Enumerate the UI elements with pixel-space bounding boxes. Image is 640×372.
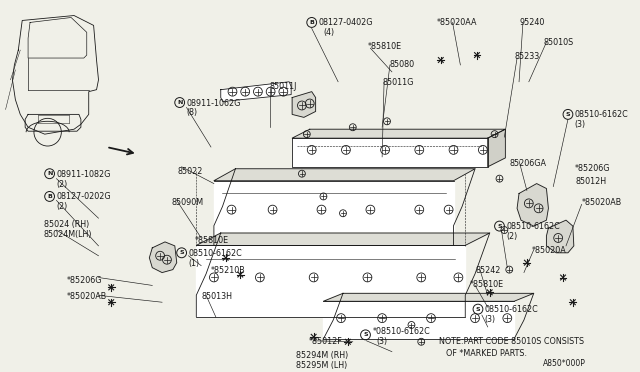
- Text: 85011G: 85011G: [382, 78, 413, 87]
- Text: 85022: 85022: [178, 167, 203, 176]
- Text: 85206GA: 85206GA: [509, 159, 547, 168]
- Text: *85020A: *85020A: [532, 246, 566, 255]
- Text: (4): (4): [323, 28, 335, 37]
- Text: (3): (3): [485, 315, 496, 324]
- Text: 85090M: 85090M: [172, 198, 204, 208]
- Text: S: S: [497, 224, 502, 229]
- Polygon shape: [196, 246, 465, 317]
- Text: 85233: 85233: [514, 52, 540, 61]
- Polygon shape: [292, 92, 316, 117]
- Text: *85810E: *85810E: [195, 236, 228, 245]
- Text: *85020AB: *85020AB: [582, 198, 622, 208]
- Text: 95240: 95240: [519, 19, 545, 28]
- Polygon shape: [149, 242, 177, 273]
- Text: N: N: [177, 100, 182, 105]
- Text: *85210B: *85210B: [211, 266, 246, 275]
- Text: 85013H: 85013H: [201, 292, 232, 301]
- Polygon shape: [221, 82, 291, 102]
- Text: *85020AB: *85020AB: [67, 292, 108, 301]
- Polygon shape: [292, 138, 488, 167]
- Text: (2): (2): [56, 202, 68, 211]
- Text: 08510-6162C: 08510-6162C: [188, 249, 242, 258]
- Polygon shape: [517, 184, 548, 226]
- Text: *85810E: *85810E: [470, 280, 504, 289]
- Text: 85024 (RH): 85024 (RH): [44, 220, 89, 229]
- Text: 08127-0402G: 08127-0402G: [319, 19, 373, 28]
- Text: 85012H: 85012H: [576, 177, 607, 186]
- Polygon shape: [323, 301, 514, 339]
- Text: *85012F: *85012F: [308, 337, 342, 346]
- Text: 85295M (LH): 85295M (LH): [296, 360, 348, 369]
- Text: *08510-6162C: *08510-6162C: [372, 327, 430, 336]
- Text: OF *MARKED PARTS.: OF *MARKED PARTS.: [445, 349, 527, 358]
- Text: (1): (1): [188, 259, 200, 268]
- Text: 85024M(LH): 85024M(LH): [44, 230, 92, 239]
- Text: 08510-6162C: 08510-6162C: [575, 110, 628, 119]
- Polygon shape: [196, 233, 490, 246]
- Text: S: S: [179, 250, 184, 255]
- Text: B: B: [47, 194, 52, 199]
- Text: (2): (2): [506, 232, 518, 241]
- Text: 85242: 85242: [475, 266, 500, 275]
- Text: *85810E: *85810E: [367, 42, 401, 51]
- Text: 08127-0202G: 08127-0202G: [56, 192, 111, 202]
- Text: *85020AA: *85020AA: [437, 19, 477, 28]
- Text: 85011J: 85011J: [269, 82, 297, 91]
- Polygon shape: [214, 169, 475, 181]
- Text: (3): (3): [376, 337, 387, 346]
- Text: 08911-1082G: 08911-1082G: [56, 170, 111, 179]
- Text: (2): (2): [56, 180, 68, 189]
- Polygon shape: [323, 294, 534, 301]
- Text: S: S: [363, 332, 368, 337]
- Polygon shape: [214, 181, 454, 245]
- Text: 08510-6162C: 08510-6162C: [506, 222, 560, 231]
- Text: 85010S: 85010S: [543, 38, 573, 47]
- Text: S: S: [566, 112, 570, 117]
- Text: *85206G: *85206G: [575, 164, 611, 173]
- Text: NOTE:PART CODE 85010S CONSISTS: NOTE:PART CODE 85010S CONSISTS: [439, 337, 584, 346]
- Polygon shape: [292, 129, 506, 138]
- Text: 85080: 85080: [390, 60, 415, 69]
- Text: S: S: [476, 307, 480, 312]
- Text: *85206G: *85206G: [67, 276, 102, 285]
- Text: (3): (3): [575, 120, 586, 129]
- Polygon shape: [488, 129, 506, 167]
- Text: B: B: [309, 20, 314, 25]
- Text: A850*000P: A850*000P: [543, 359, 586, 368]
- Text: (8): (8): [186, 109, 198, 118]
- Text: N: N: [47, 171, 52, 176]
- Text: 08911-1062G: 08911-1062G: [186, 99, 241, 108]
- Text: 08510-6162C: 08510-6162C: [485, 305, 539, 314]
- Text: 85294M (RH): 85294M (RH): [296, 351, 348, 360]
- Polygon shape: [547, 220, 574, 253]
